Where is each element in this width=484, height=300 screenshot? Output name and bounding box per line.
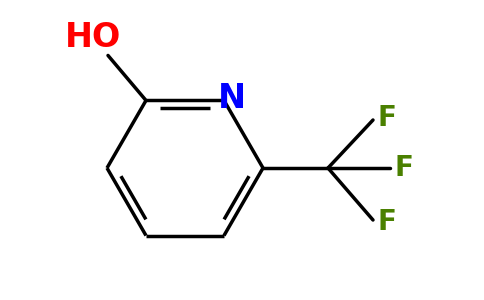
Text: F: F [378,208,396,236]
Text: F: F [394,154,413,182]
Text: N: N [218,82,246,115]
Text: F: F [378,104,396,132]
Text: HO: HO [65,21,121,54]
